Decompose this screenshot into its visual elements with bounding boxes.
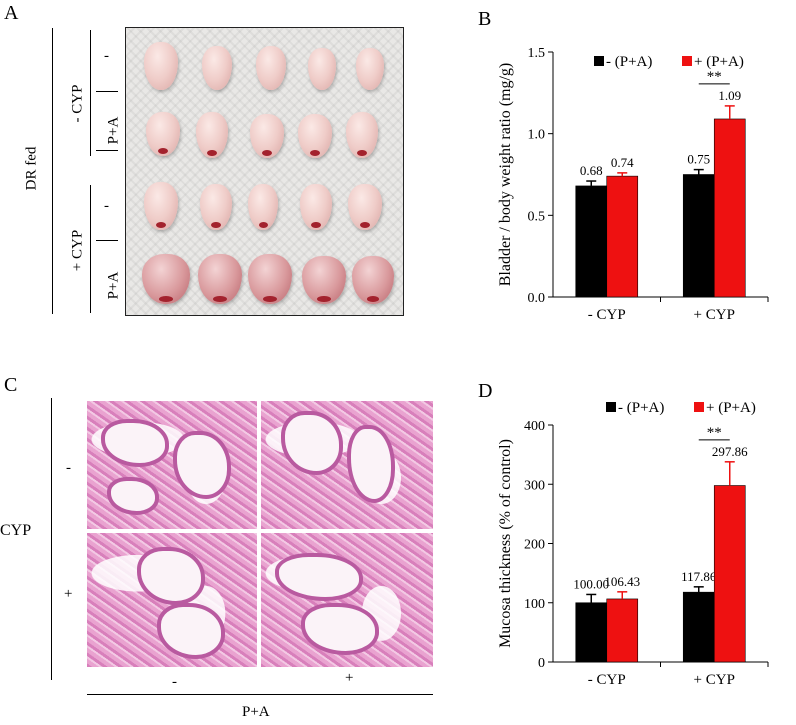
pa-label: P+A xyxy=(242,704,270,720)
cyp-plus-bracket xyxy=(90,185,91,313)
data-label: 0.75 xyxy=(687,152,710,167)
panel-a-letter: A xyxy=(4,2,19,24)
bladder-specimen xyxy=(300,184,332,230)
bladder-specimen xyxy=(346,112,378,158)
bladder-specimen xyxy=(302,256,346,304)
bladder-specimen xyxy=(250,114,284,158)
bladder-specimen xyxy=(298,114,332,158)
legend-label: + (P+A) xyxy=(706,400,756,416)
bar xyxy=(713,118,746,298)
x-tick-label: - CYP xyxy=(588,307,626,323)
data-label: 0.74 xyxy=(611,155,634,170)
y-tick-label: 0.5 xyxy=(528,209,546,224)
bladder-specimen xyxy=(202,46,232,90)
bar xyxy=(606,175,639,298)
bladder-specimen xyxy=(356,48,384,90)
data-label: 0.68 xyxy=(580,163,603,178)
y-tick-label: 300 xyxy=(524,478,545,493)
bar xyxy=(606,598,639,663)
cyp-label: CYP xyxy=(0,522,32,539)
significance-marker: ** xyxy=(707,425,722,441)
row-label-4: P+A xyxy=(105,271,122,300)
y-tick-label: 200 xyxy=(524,538,545,553)
bladder-specimen xyxy=(198,254,242,304)
bladder-specimen xyxy=(142,254,190,304)
y-tick-label: 0 xyxy=(538,656,545,671)
bladder-weight-chart: Bladder / body weight ratio (mg/g) 0.0 0.5… xyxy=(497,46,769,323)
bar xyxy=(575,602,608,663)
panel-d-letter: D xyxy=(478,380,493,402)
cyp-minus-bracket xyxy=(90,30,91,156)
pa-bracket xyxy=(87,694,433,695)
x-tick-label: - CYP xyxy=(588,672,626,688)
bladder-specimen xyxy=(256,46,286,90)
cyp-minus-label: - CYP xyxy=(69,84,86,123)
mucosa-thickness-chart: Mucosa thickness (% of control) 0 100 200 30… xyxy=(497,400,769,688)
bladder-specimen xyxy=(196,112,228,158)
histo-row-minus: - xyxy=(66,460,71,476)
x-tick-label: + CYP xyxy=(694,307,735,323)
cyp-plus-label: + CYP xyxy=(69,229,86,272)
legend-swatch xyxy=(594,56,604,66)
histo-col-plus: + xyxy=(345,670,354,686)
histology-image xyxy=(261,401,433,529)
bladder-specimen xyxy=(248,184,278,230)
legend-swatch xyxy=(682,56,692,66)
bladder-specimen xyxy=(348,184,382,230)
legend-label: + (P+A) xyxy=(694,54,744,70)
bar xyxy=(682,591,715,663)
legend-label: - (P+A) xyxy=(606,54,652,70)
bladder-specimen xyxy=(200,184,232,230)
bladder-specimen xyxy=(144,182,178,230)
row-label-2: P+A xyxy=(105,116,122,145)
y-tick-label: 1.0 xyxy=(528,128,546,143)
histology-image xyxy=(261,533,433,667)
panel-c-letter: C xyxy=(4,374,18,396)
histology-image xyxy=(87,401,257,529)
data-label: 106.43 xyxy=(604,574,640,589)
cyp-bracket xyxy=(51,398,52,680)
bladder-photo xyxy=(125,27,404,316)
bar xyxy=(682,174,715,298)
histo-col-minus: - xyxy=(172,674,177,690)
legend-swatch xyxy=(606,402,616,412)
x-tick-label: + CYP xyxy=(694,672,735,688)
bar xyxy=(575,185,608,298)
panel-b-letter: B xyxy=(478,8,492,30)
significance-marker: ** xyxy=(707,69,722,85)
y-tick-label: 100 xyxy=(524,597,545,612)
bladder-specimen xyxy=(248,254,292,304)
bladder-specimen xyxy=(308,48,336,90)
y-tick-label: 0.0 xyxy=(528,291,546,306)
bladder-specimen xyxy=(146,112,180,156)
data-label: 1.09 xyxy=(718,88,741,103)
legend-swatch xyxy=(694,402,704,412)
legend-label: - (P+A) xyxy=(618,400,664,416)
bladder-specimen xyxy=(352,256,394,304)
dr-fed-label: DR fed xyxy=(23,146,40,191)
histology-image xyxy=(87,533,257,667)
bar xyxy=(713,485,746,663)
y-tick-label: 400 xyxy=(524,419,545,434)
y-axis-label: Bladder / body weight ratio (mg/g) xyxy=(497,63,514,287)
group-bracket xyxy=(52,28,53,314)
row-label-3: - xyxy=(104,198,109,214)
histo-row-plus: + xyxy=(64,586,73,602)
data-label: 100.00 xyxy=(573,576,609,591)
row-label-1: - xyxy=(104,48,109,64)
y-axis-label: Mucosa thickness (% of control) xyxy=(497,439,514,648)
bladder-specimen xyxy=(144,42,178,90)
data-label: 117.86 xyxy=(681,569,717,584)
y-tick-label: 1.5 xyxy=(528,46,546,61)
data-label: 297.86 xyxy=(712,444,748,459)
